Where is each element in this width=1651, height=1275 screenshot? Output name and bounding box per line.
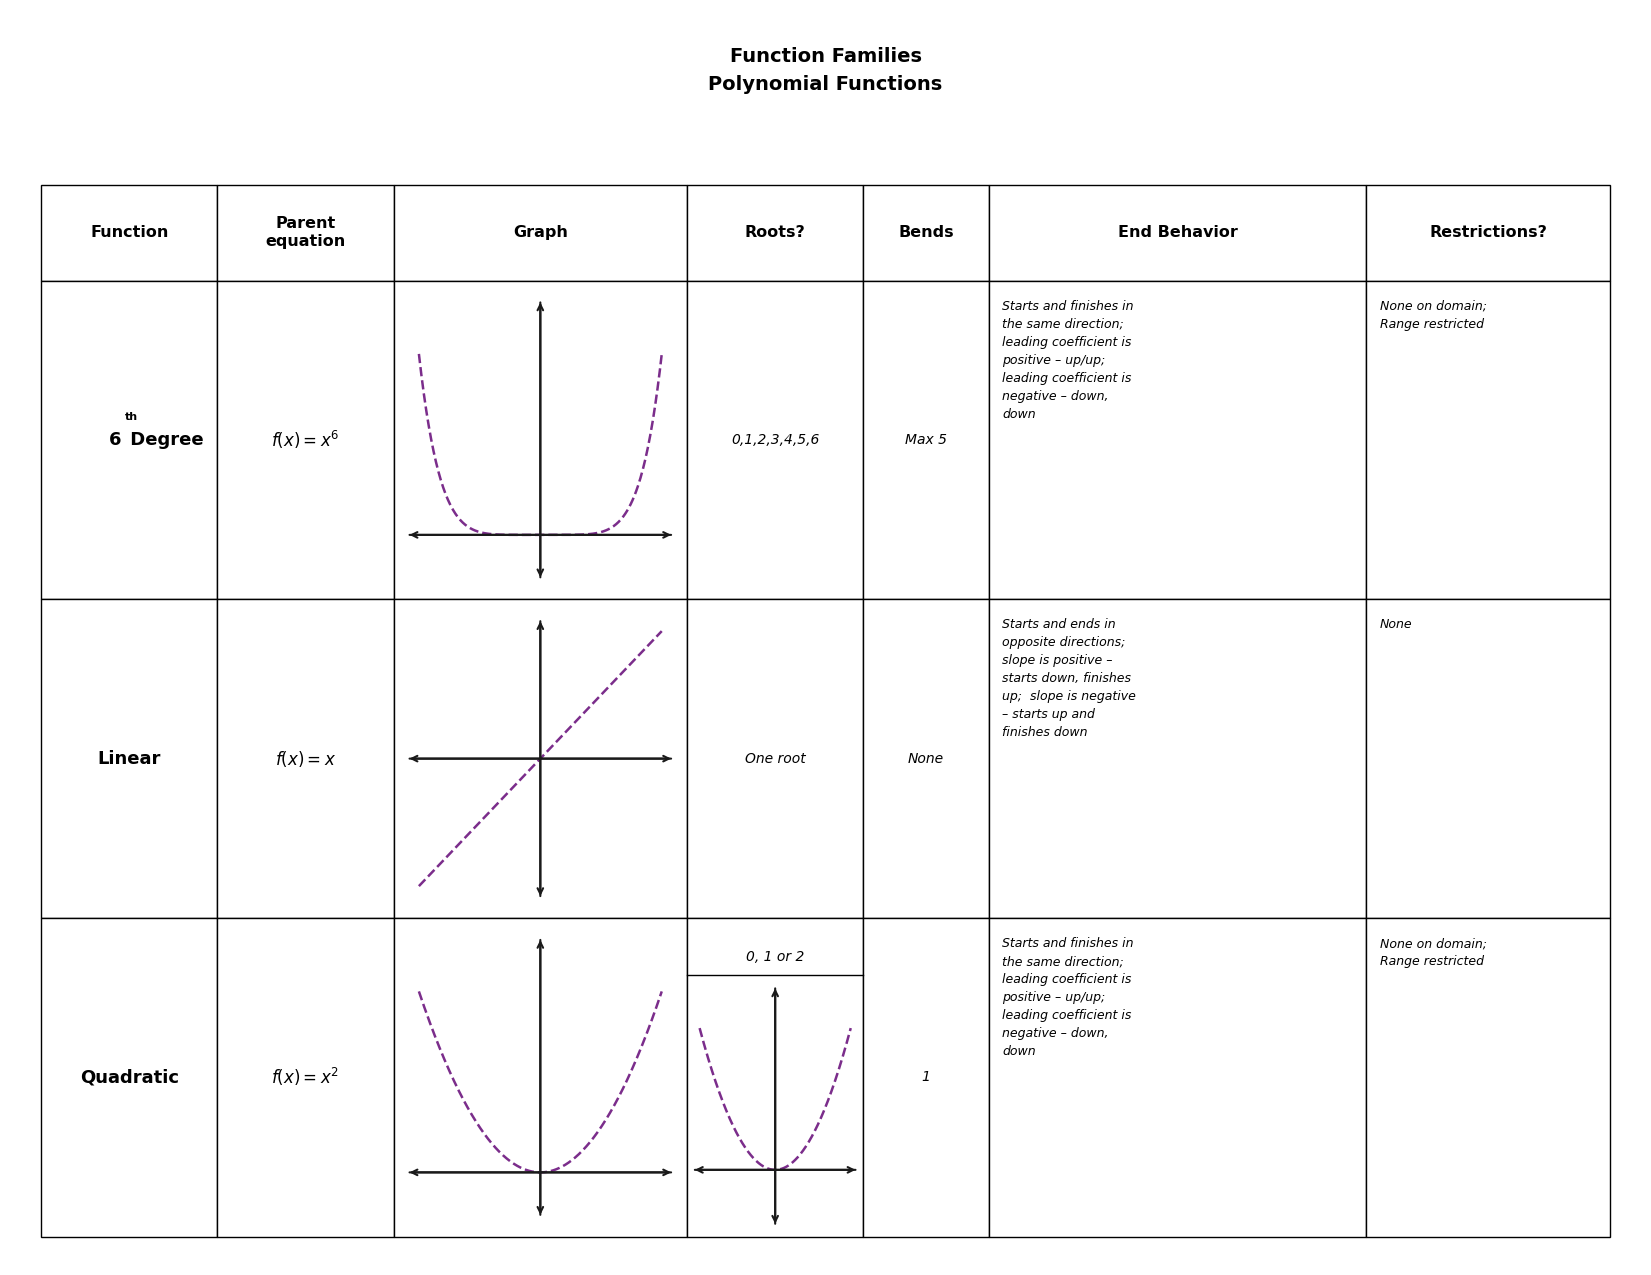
Bar [1367, 185, 1610, 280]
Bar [41, 280, 218, 599]
Bar [218, 599, 393, 918]
Text: Degree: Degree [124, 431, 205, 449]
Bar [863, 918, 989, 1237]
Bar [393, 280, 687, 599]
Bar [1367, 599, 1610, 918]
Text: Parent
equation: Parent equation [266, 215, 345, 250]
Bar [863, 185, 989, 280]
Bar [41, 918, 218, 1237]
Text: Max 5: Max 5 [905, 434, 948, 446]
Text: None on domain;
Range restricted: None on domain; Range restricted [1380, 937, 1486, 968]
Bar [393, 918, 687, 1237]
Text: $f(x) = x^2$: $f(x) = x^2$ [271, 1066, 340, 1089]
Text: $f(x) = x$: $f(x) = x$ [276, 748, 337, 769]
Bar [218, 918, 393, 1237]
Bar [687, 918, 863, 1237]
Text: End Behavior: End Behavior [1118, 226, 1238, 240]
Bar [1367, 918, 1610, 1237]
Text: 6: 6 [109, 431, 121, 449]
Text: Starts and finishes in
the same direction;
leading coefficient is
positive – up/: Starts and finishes in the same directio… [1002, 300, 1134, 421]
Bar [989, 280, 1367, 599]
Bar [393, 185, 687, 280]
Text: Graph: Graph [513, 226, 568, 240]
Text: None on domain;
Range restricted: None on domain; Range restricted [1380, 300, 1486, 330]
Text: Restrictions?: Restrictions? [1430, 226, 1547, 240]
Text: None: None [1380, 618, 1412, 631]
Text: None: None [908, 752, 944, 765]
Text: th: th [124, 412, 137, 422]
Bar [989, 599, 1367, 918]
Text: 0, 1 or 2: 0, 1 or 2 [746, 950, 804, 964]
Bar [218, 280, 393, 599]
Bar [687, 280, 863, 599]
Bar [393, 599, 687, 918]
Bar [218, 185, 393, 280]
Bar [687, 185, 863, 280]
Bar [863, 280, 989, 599]
Bar [41, 599, 218, 918]
Text: Starts and ends in
opposite directions;
slope is positive –
starts down, finishe: Starts and ends in opposite directions; … [1002, 618, 1136, 740]
Text: Quadratic: Quadratic [79, 1068, 178, 1086]
Bar [989, 918, 1367, 1237]
Bar [989, 185, 1367, 280]
Text: 0,1,2,3,4,5,6: 0,1,2,3,4,5,6 [731, 434, 819, 446]
Bar [1367, 280, 1610, 599]
Text: Linear: Linear [97, 750, 162, 768]
Text: Function Families
Polynomial Functions: Function Families Polynomial Functions [708, 47, 943, 93]
Text: One root: One root [745, 752, 806, 765]
Text: Bends: Bends [898, 226, 954, 240]
Bar [863, 599, 989, 918]
Text: $f(x) = x^6$: $f(x) = x^6$ [271, 428, 340, 451]
Text: Function: Function [91, 226, 168, 240]
Bar [41, 185, 218, 280]
Text: Starts and finishes in
the same direction;
leading coefficient is
positive – up/: Starts and finishes in the same directio… [1002, 937, 1134, 1058]
Bar [687, 599, 863, 918]
Text: Roots?: Roots? [745, 226, 806, 240]
Text: 1: 1 [921, 1071, 931, 1084]
